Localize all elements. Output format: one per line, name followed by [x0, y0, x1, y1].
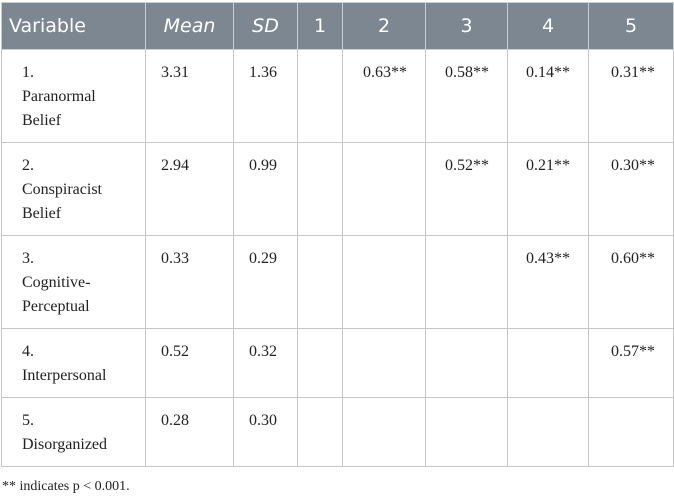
- table-cell: 2.94: [145, 142, 234, 236]
- header-cell: Variable: [1, 2, 146, 50]
- table-cell: [507, 397, 589, 467]
- correlation-table: Variable Mean SD 1 2 3 4 5 1. Paranormal Belief…: [1, 2, 674, 467]
- header-cell: 2: [342, 2, 426, 50]
- table-cell: 0.63**: [342, 49, 426, 143]
- table-cell: [588, 397, 674, 467]
- table-row: 5. Disorganized 0.28 0.30: [1, 397, 674, 467]
- table-row: 1. Paranormal Belief 3.31 1.36 0.63** 0.58**…: [1, 49, 674, 143]
- table-row: 2. Conspiracist Belief 2.94 0.99 0.52** 0.21…: [1, 142, 674, 236]
- table-cell: [297, 235, 343, 329]
- table-cell: [507, 328, 589, 398]
- table-cell: 2. Conspiracist Belief: [1, 142, 146, 236]
- table-cell: [297, 49, 343, 143]
- table-cell: 1.36: [233, 49, 298, 143]
- table-cell: [342, 397, 426, 467]
- table-cell: 0.58**: [425, 49, 508, 143]
- table-cell: [342, 328, 426, 398]
- table-cell: 0.21**: [507, 142, 589, 236]
- table-cell: [297, 142, 343, 236]
- table-row: 4. Interpersonal 0.52 0.32 0.57**: [1, 328, 674, 398]
- table-cell: 0.32: [233, 328, 298, 398]
- header-cell: 1: [297, 2, 343, 50]
- table-cell: 3. Cognitive-Perceptual: [1, 235, 146, 329]
- header-row: Variable Mean SD 1 2 3 4 5: [1, 2, 674, 50]
- table-cell: [342, 142, 426, 236]
- table-cell: 3.31: [145, 49, 234, 143]
- header-cell: SD: [233, 2, 298, 50]
- table-cell: [342, 235, 426, 329]
- header-cell: 3: [425, 2, 508, 50]
- table-cell: 5. Disorganized: [1, 397, 146, 467]
- table-cell: 0.14**: [507, 49, 589, 143]
- footnote: ** indicates p < 0.001.: [2, 479, 130, 494]
- table-cell: 1. Paranormal Belief: [1, 49, 146, 143]
- header-cell: Mean: [145, 2, 234, 50]
- table-cell: 0.30**: [588, 142, 674, 236]
- table-cell: [297, 328, 343, 398]
- table-cell: 0.57**: [588, 328, 674, 398]
- table-cell: 0.28: [145, 397, 234, 467]
- table-cell: [297, 397, 343, 467]
- table-cell: 0.29: [233, 235, 298, 329]
- table-cell: 0.60**: [588, 235, 674, 329]
- table-cell: 0.33: [145, 235, 234, 329]
- header-cell: 5: [588, 2, 674, 50]
- table-cell: 4. Interpersonal: [1, 328, 146, 398]
- table-cell: 0.30: [233, 397, 298, 467]
- table-cell: [425, 235, 508, 329]
- table-cell: 0.99: [233, 142, 298, 236]
- table-row: 3. Cognitive-Perceptual 0.33 0.29 0.43** 0.6…: [1, 235, 674, 329]
- table-cell: [425, 397, 508, 467]
- table-body: 1. Paranormal Belief 3.31 1.36 0.63** 0.58**…: [1, 49, 674, 467]
- table-cell: 0.31**: [588, 49, 674, 143]
- header-cell: 4: [507, 2, 589, 50]
- table-cell: [425, 328, 508, 398]
- table-cell: 0.52**: [425, 142, 508, 236]
- table-cell: 0.52: [145, 328, 234, 398]
- table-cell: 0.43**: [507, 235, 589, 329]
